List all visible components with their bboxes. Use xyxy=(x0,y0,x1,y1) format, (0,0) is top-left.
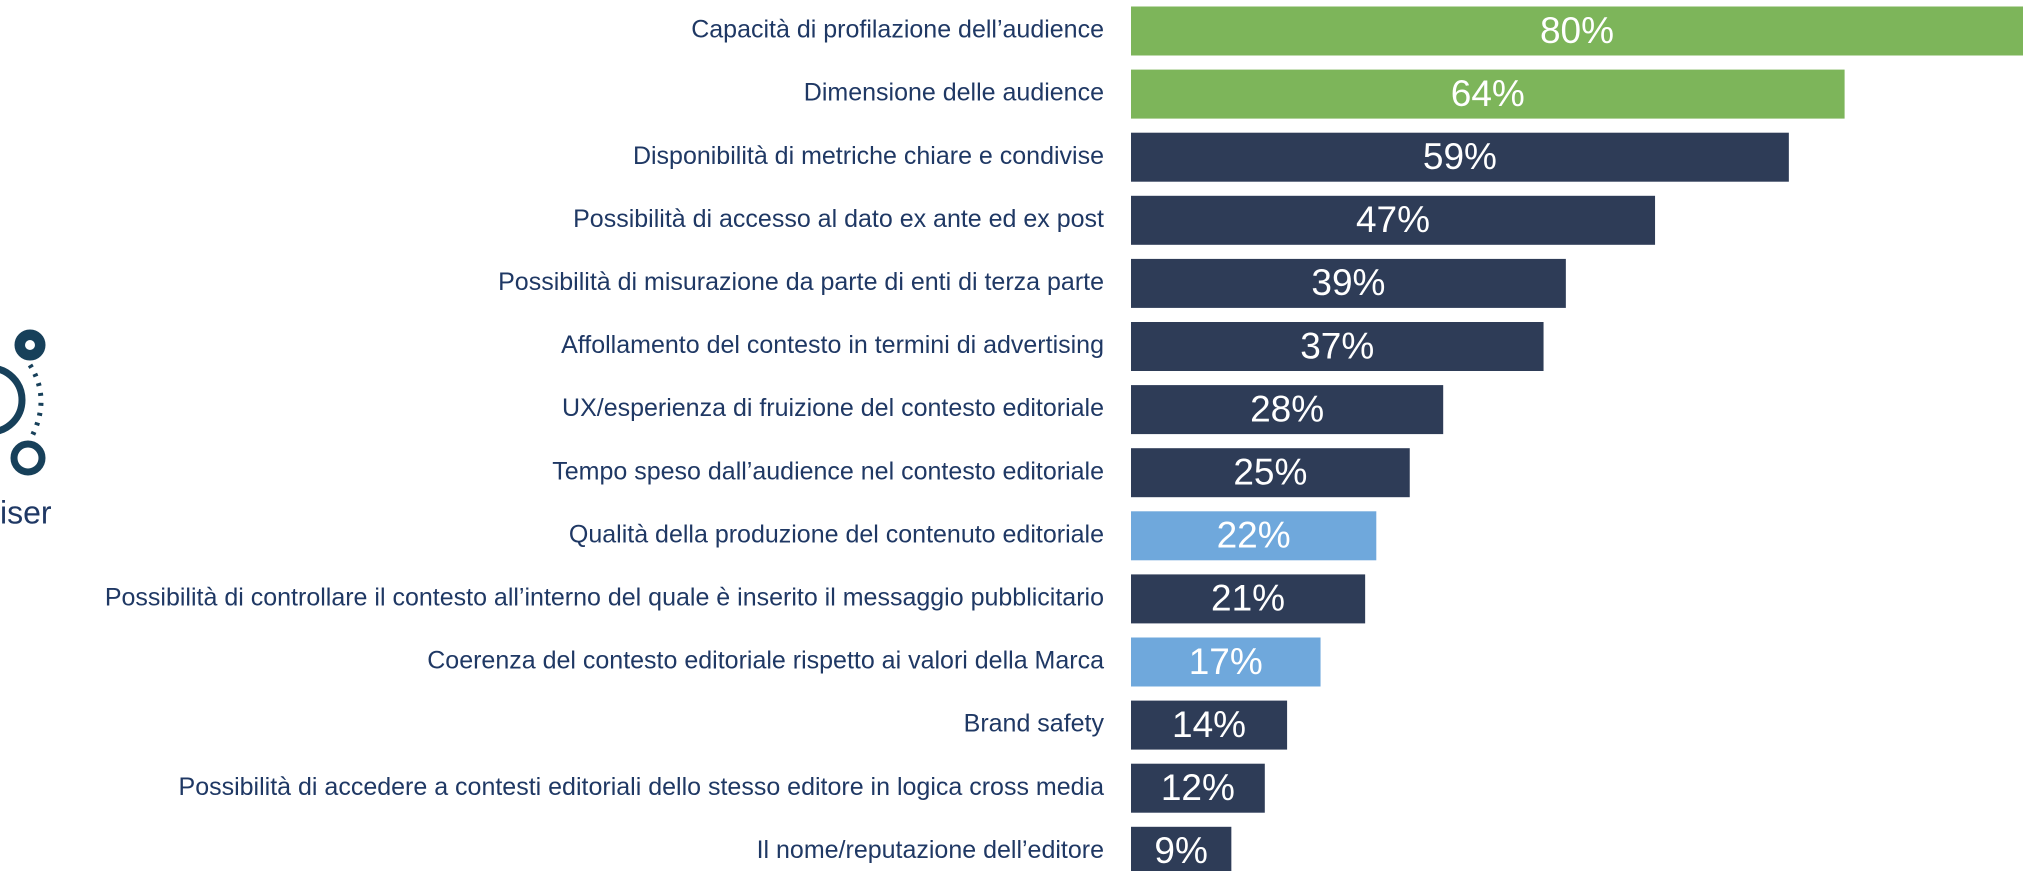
bar xyxy=(1131,511,1377,561)
value-label: 37% xyxy=(1300,325,1374,366)
bar xyxy=(1131,6,2023,56)
category-label: Capacità di profilazione dell’audience xyxy=(691,16,1104,44)
value-label: 80% xyxy=(1540,10,1614,51)
advertiser-icon xyxy=(0,329,46,476)
bar xyxy=(1131,826,1232,871)
category-label: Dimensione delle audience xyxy=(804,79,1104,107)
value-label: 9% xyxy=(1154,830,1207,871)
bar xyxy=(1131,637,1321,687)
category-label: Brand safety xyxy=(964,710,1105,738)
value-label: 64% xyxy=(1451,73,1525,114)
value-label: 22% xyxy=(1217,515,1291,556)
category-label: UX/esperienza di fruizione del contesto … xyxy=(562,394,1104,422)
category-label: Affollamento del contesto in termini di … xyxy=(561,331,1104,359)
bar xyxy=(1131,322,1544,371)
category-label: Tempo speso dall’audience nel contesto e… xyxy=(552,457,1104,485)
value-label: 47% xyxy=(1356,199,1430,240)
value-label: 28% xyxy=(1250,388,1324,429)
category-label: Possibilità di controllare il contesto a… xyxy=(105,584,1104,612)
category-label: Possibilità di accesso al dato ex ante e… xyxy=(573,205,1104,233)
bar xyxy=(1131,258,1566,308)
category-label: Possibilità di accedere a contesti edito… xyxy=(179,773,1105,801)
value-label: 14% xyxy=(1172,704,1246,745)
bar xyxy=(1131,195,1656,245)
annotation: iser xyxy=(0,494,52,530)
value-label: 59% xyxy=(1423,136,1497,177)
category-label: Coerenza del contesto editoriale rispett… xyxy=(427,647,1104,675)
value-label: 39% xyxy=(1311,262,1385,303)
bar xyxy=(1131,763,1265,813)
value-label: 12% xyxy=(1161,767,1235,808)
bar xyxy=(1131,574,1366,624)
bar xyxy=(1131,448,1410,498)
value-label: 21% xyxy=(1211,578,1285,619)
bar xyxy=(1131,69,1845,119)
category-label: Disponibilità di metriche chiare e condi… xyxy=(633,142,1104,170)
category-label: Possibilità di misurazione da parte di e… xyxy=(498,268,1104,296)
value-label: 25% xyxy=(1233,451,1307,492)
bar xyxy=(1131,700,1288,750)
category-label: Il nome/reputazione dell’editore xyxy=(757,836,1104,864)
value-label: 17% xyxy=(1189,641,1263,682)
bar xyxy=(1131,385,1444,435)
bar xyxy=(1131,132,1789,182)
category-label: Qualità della produzione del contenuto e… xyxy=(569,520,1104,548)
